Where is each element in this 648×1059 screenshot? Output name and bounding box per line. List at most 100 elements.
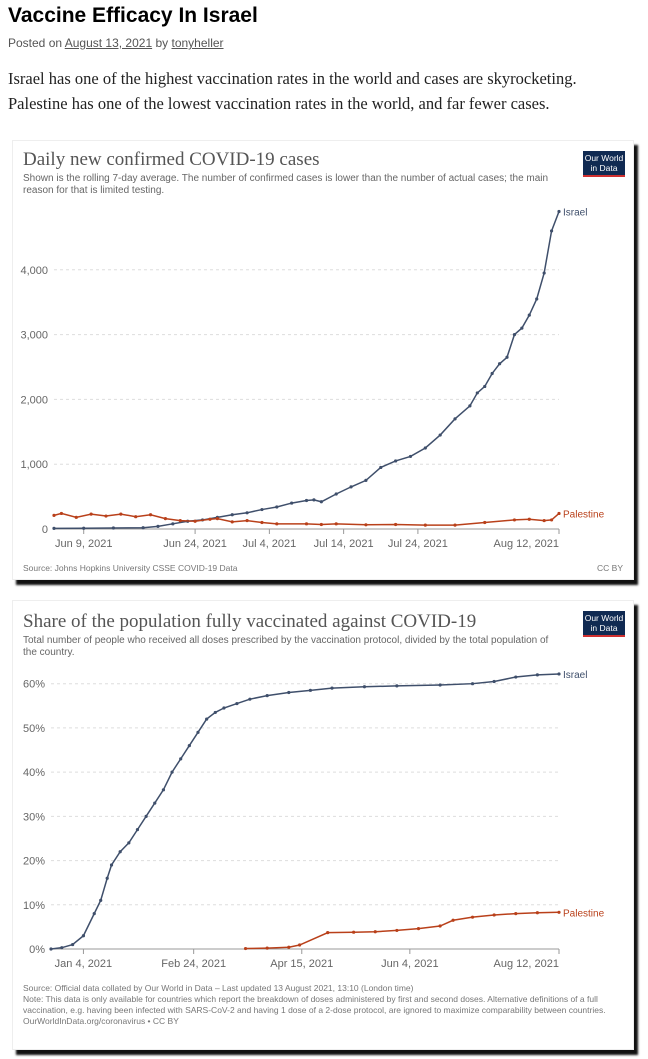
data-point <box>520 326 524 330</box>
chart-footer: Source: Official data collated by Our Wo… <box>23 983 623 1027</box>
cases-plot: 0 1,000 2,000 3,000 4,000 Jun 9, 2021 Jun 24, … <box>20 207 604 550</box>
data-point <box>527 517 531 521</box>
intro-line: Palestine has one of the lowest vaccinat… <box>8 94 550 113</box>
x-tick-label: Jul 14, 2021 <box>314 538 374 550</box>
data-point <box>394 459 398 463</box>
data-point <box>304 522 309 526</box>
data-point <box>222 706 226 710</box>
data-point <box>438 433 442 437</box>
data-point <box>248 697 252 701</box>
data-point <box>308 688 313 692</box>
x-tick-label: Aug 12, 2021 <box>494 538 559 550</box>
data-point <box>105 876 109 880</box>
x-tick-label: Jun 9, 2021 <box>55 538 113 550</box>
data-point <box>395 928 399 933</box>
cases-chart: 0 1,000 2,000 3,000 4,000 Jun 9, 2021 Jun 24, … <box>12 140 634 580</box>
data-point <box>468 404 472 408</box>
data-point <box>156 524 160 529</box>
data-point <box>81 934 86 938</box>
data-point <box>205 717 209 721</box>
data-point <box>163 517 167 521</box>
y-tick-label: 2,000 <box>20 394 48 406</box>
x-tick-label: Jul 24, 2021 <box>388 538 448 550</box>
data-point <box>394 522 398 527</box>
data-point <box>178 518 182 523</box>
author-link[interactable]: tonyheller <box>171 36 224 50</box>
data-point <box>557 511 561 516</box>
x-tick-label: Jun 24, 2021 <box>163 538 227 550</box>
chart-title: Share of the population fully vaccinated… <box>23 611 477 632</box>
y-tick-label: 1,000 <box>20 459 48 471</box>
data-point <box>423 523 427 527</box>
data-point <box>179 757 183 761</box>
data-point <box>213 710 217 715</box>
chart-subtitle: Shown is the rolling 7-day average. The … <box>23 173 549 196</box>
data-point <box>243 946 248 951</box>
data-point <box>265 694 269 698</box>
data-point <box>319 522 323 527</box>
x-tick-label: Jan 4, 2021 <box>55 958 113 970</box>
intro-text: Israel has one of the highest vaccinatio… <box>8 66 577 116</box>
data-point <box>535 911 539 915</box>
post-date-link[interactable]: August 13, 2021 <box>64 36 153 50</box>
series-line-palestine <box>245 911 560 950</box>
data-point <box>134 515 138 519</box>
posted-on-label: Posted on <box>8 36 63 50</box>
data-point <box>379 465 383 470</box>
data-point <box>141 526 145 530</box>
data-point <box>287 690 291 695</box>
data-point <box>196 730 200 734</box>
intro-line: Israel has one of the highest vaccinatio… <box>8 69 577 88</box>
y-tick-label: 10% <box>23 900 45 912</box>
data-point <box>490 371 494 376</box>
data-point <box>373 930 377 934</box>
y-tick-label: 50% <box>23 723 45 735</box>
data-point <box>549 518 554 522</box>
data-point <box>71 942 75 947</box>
x-tick-label: Jun 4, 2021 <box>381 958 439 970</box>
data-point <box>362 685 367 689</box>
data-point <box>153 801 157 805</box>
data-point <box>326 931 330 935</box>
series-line-israel <box>53 211 560 530</box>
data-point <box>535 673 539 677</box>
data-point <box>483 384 487 389</box>
data-point <box>475 391 479 395</box>
data-point <box>304 498 309 503</box>
y-tick-label: 60% <box>23 679 45 691</box>
data-point <box>89 512 93 516</box>
data-point <box>438 683 442 687</box>
data-point <box>497 362 502 366</box>
data-point <box>364 523 368 527</box>
x-tick-label: Jul 4, 2021 <box>242 538 296 550</box>
data-point <box>104 514 108 518</box>
data-point <box>470 915 475 919</box>
data-point <box>287 945 291 949</box>
data-point <box>423 446 427 450</box>
chart-license: CC BY <box>597 563 623 573</box>
data-point <box>111 526 116 530</box>
data-point <box>208 517 212 521</box>
data-point <box>542 518 546 523</box>
chart-license: OurWorldInData.org/coronavirus • CC BY <box>23 1016 179 1026</box>
data-point <box>171 522 175 526</box>
data-point <box>118 850 122 854</box>
data-point <box>135 828 140 832</box>
owid-logo[interactable]: Our World in Data <box>583 611 625 637</box>
data-point <box>109 863 114 867</box>
data-point <box>470 682 475 686</box>
data-point <box>59 511 64 516</box>
data-point <box>514 912 518 916</box>
data-point <box>260 507 264 512</box>
data-point <box>514 675 518 679</box>
legend-label-palestine: Palestine <box>563 908 605 919</box>
data-point <box>265 946 269 950</box>
data-point <box>52 513 56 517</box>
owid-logo[interactable]: Our World in Data <box>583 151 625 177</box>
y-tick-label: 3,000 <box>20 330 48 342</box>
data-point <box>119 512 123 516</box>
data-point <box>408 454 413 459</box>
data-point <box>82 526 86 530</box>
vaccination-plot: 0% 10% 20% 30% 40% 50% 60% Jan 4, 2021 Feb 24, 2… <box>23 670 605 970</box>
y-tick-label: 40% <box>23 767 45 779</box>
